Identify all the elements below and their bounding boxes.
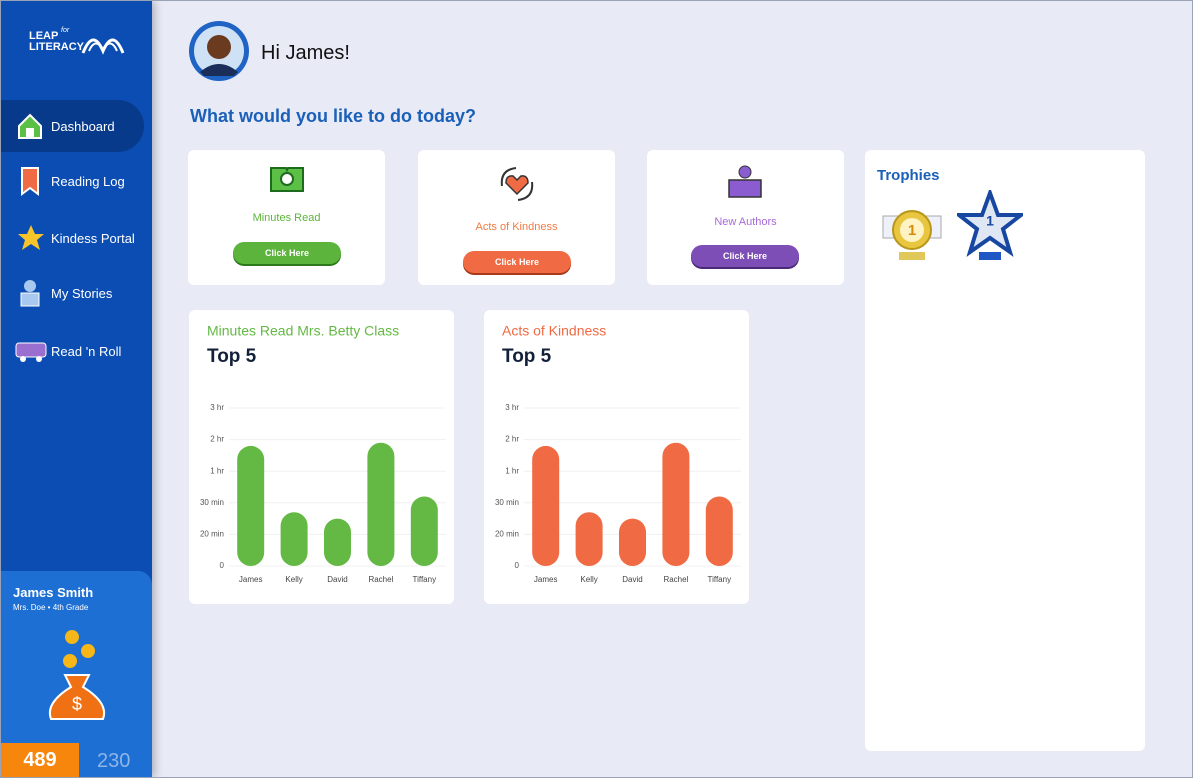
activity-card: New Authors Click Here [647, 150, 844, 285]
bar [705, 496, 733, 566]
profile-name: James Smith [13, 585, 94, 600]
x-tick-label: Kelly [580, 575, 597, 584]
nav-item[interactable]: My Stories [1, 267, 144, 319]
nav-label: My Stories [51, 285, 113, 301]
activity-card: Acts of Kindness Click Here [418, 150, 615, 285]
bar [410, 496, 438, 566]
nav-item[interactable]: Dashboard [1, 100, 144, 152]
chart-card: Acts of Kindness Top 5 0 20 min 30 min 1 hr 2 … [484, 310, 749, 604]
nav-item[interactable]: Read 'n Roll [1, 325, 144, 377]
x-tick-label: Rachel [663, 575, 688, 584]
points: 489 [1, 743, 79, 777]
x-tick-label: James [534, 575, 558, 584]
card-icon [728, 165, 762, 198]
card-button[interactable]: Click Here [691, 245, 799, 267]
points-secondary: 230 [97, 750, 131, 772]
profile-panel: James Smith Mrs. Doe • 4th Grade $ 489 2… [1, 571, 152, 777]
card-button[interactable]: Click Here [463, 251, 571, 273]
x-tick-label: David [622, 575, 642, 584]
nav-label: Dashboard [51, 118, 115, 134]
y-tick-label: 0 [220, 561, 225, 570]
bar [532, 445, 560, 566]
trophies-title: Trophies [877, 167, 940, 184]
y-tick-label: 20 min [200, 530, 224, 539]
chart-card: Minutes Read Mrs. Betty Class Top 5 0 20 mi… [189, 310, 454, 604]
y-tick-label: 20 min [495, 530, 519, 539]
sidebar: LEAP for LITERACY Dashboard Reading Log … [1, 1, 152, 777]
card-label: New Authors [714, 216, 777, 228]
avatar [189, 21, 249, 81]
bar [237, 445, 265, 566]
bar [324, 518, 351, 566]
chart-title: Acts of Kindness [502, 323, 606, 339]
chart-subtitle: Top 5 [207, 346, 257, 367]
profile-detail: Mrs. Doe • 4th Grade [13, 603, 89, 612]
svg-text:$: $ [72, 694, 82, 714]
y-tick-label: 30 min [495, 498, 519, 507]
nav-item[interactable]: Reading Log [1, 155, 144, 207]
logo-book [81, 38, 125, 55]
card-button[interactable]: Click Here [233, 242, 341, 264]
bar [367, 442, 395, 566]
card-label: Acts of Kindness [475, 221, 558, 233]
trophy-label: 1 [986, 213, 994, 229]
y-tick-label: 2 hr [210, 435, 224, 444]
y-tick-label: 3 hr [505, 403, 519, 412]
bar [280, 512, 308, 566]
card-icon [270, 167, 304, 192]
chart-subtitle: Top 5 [502, 346, 552, 367]
y-tick-label: 2 hr [505, 435, 519, 444]
y-tick-label: 1 hr [505, 466, 519, 475]
x-tick-label: Kelly [285, 575, 302, 584]
activity-card: Minutes Read Click Here [188, 150, 385, 285]
bar [619, 518, 646, 566]
chart-title: Minutes Read Mrs. Betty Class [207, 323, 399, 339]
x-tick-label: Tiffany [413, 575, 437, 584]
logo-line: LITERACY [29, 41, 84, 53]
trophy: 1 [882, 210, 942, 260]
nav-item[interactable]: Kindess Portal [1, 212, 144, 264]
y-tick-label: 3 hr [210, 403, 224, 412]
trophies-panel: Trophies 1 1 [865, 150, 1145, 751]
logo-line: LEAP [29, 30, 59, 42]
nav-label: Kindess Portal [51, 230, 135, 246]
trophy-label: 1 [908, 222, 916, 239]
y-tick-label: 0 [515, 561, 520, 570]
prompt: What would you like to do today? [190, 106, 476, 126]
coin-bag: $ [49, 630, 105, 720]
logo: LEAP for LITERACY [29, 27, 84, 53]
greeting: Hi James! [261, 42, 350, 64]
y-tick-label: 30 min [200, 498, 224, 507]
logo-small: for [61, 27, 70, 34]
nav-label: Reading Log [51, 173, 125, 189]
y-tick-label: 1 hr [210, 466, 224, 475]
card-label: Minutes Read [252, 212, 321, 224]
x-tick-label: David [327, 575, 347, 584]
x-tick-label: Rachel [368, 575, 393, 584]
trophy: 1 [957, 190, 1023, 260]
bar [662, 442, 690, 566]
x-tick-label: James [239, 575, 263, 584]
bar [575, 512, 603, 566]
card-icon [500, 167, 534, 201]
nav-label: Read 'n Roll [51, 343, 122, 359]
x-tick-label: Tiffany [708, 575, 732, 584]
